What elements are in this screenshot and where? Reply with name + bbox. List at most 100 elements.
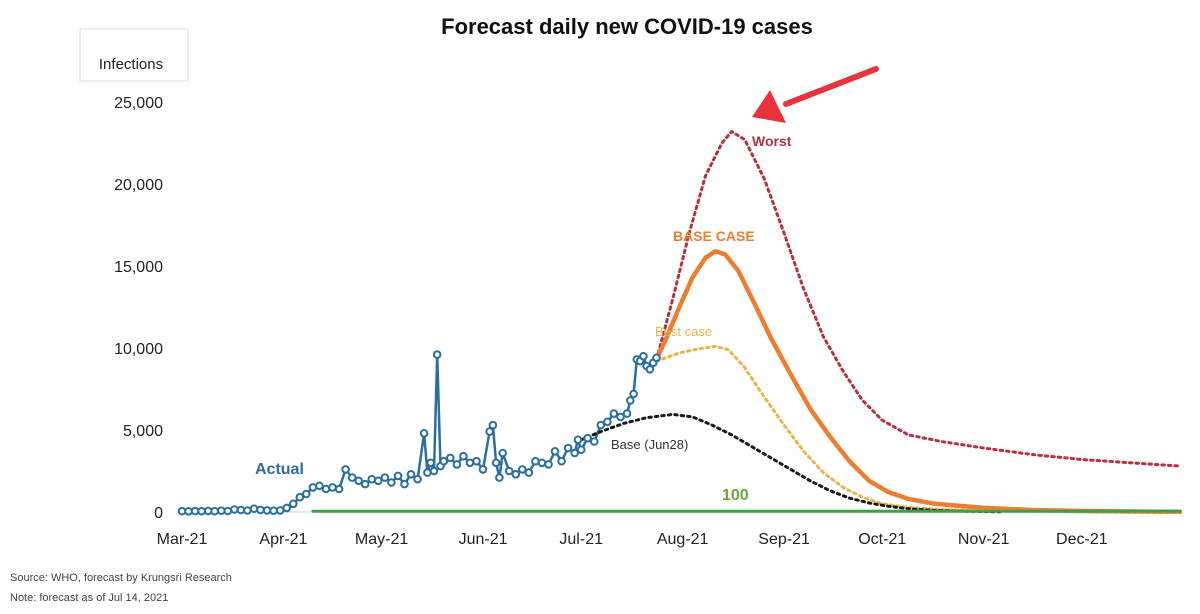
actual-point xyxy=(557,456,566,466)
actual-point xyxy=(446,453,455,463)
actual-point xyxy=(645,365,655,374)
x-tick-label: Dec-21 xyxy=(1056,531,1108,548)
actual-point xyxy=(315,481,324,491)
actual-point xyxy=(419,429,429,438)
y-tick-label: 0 xyxy=(154,505,163,522)
x-tick-label: Oct-21 xyxy=(858,531,906,548)
actual-point xyxy=(472,456,481,466)
actual-point xyxy=(570,448,580,458)
actual-point xyxy=(223,506,233,516)
actual-point xyxy=(184,507,193,516)
actual-point xyxy=(302,489,311,499)
actual-point xyxy=(413,474,422,484)
actual-point xyxy=(563,443,573,453)
actual-point xyxy=(400,479,409,489)
series-line-base-case xyxy=(654,248,1183,515)
actual-point xyxy=(432,350,442,359)
actual-point xyxy=(429,466,439,476)
actual-point xyxy=(504,466,514,476)
actual-point xyxy=(583,433,593,443)
actual-point xyxy=(626,396,635,405)
label-best-case: Best case xyxy=(655,324,712,339)
x-ticks: Mar-21 Apr-21 May-21 Jun-21 Jul-21 Aug-21 Sep-… xyxy=(157,531,1108,548)
x-tick-label: Jun-21 xyxy=(459,531,508,548)
series-layer xyxy=(181,130,1183,515)
actual-point xyxy=(289,499,298,509)
ylabel-box xyxy=(79,28,189,82)
label-100: 100 xyxy=(722,487,749,504)
actual-markers xyxy=(177,350,661,516)
actual-point xyxy=(406,470,416,479)
actual-point xyxy=(360,479,370,489)
y-tick-label: 5,000 xyxy=(123,423,163,440)
arrow-annotation xyxy=(752,66,879,123)
actual-point xyxy=(459,451,468,461)
actual-point xyxy=(639,351,648,361)
actual-point xyxy=(485,427,494,436)
series-line-worst xyxy=(655,130,1182,468)
x-tick-label: Sep-21 xyxy=(758,531,810,548)
label-base-case: BASE CASE xyxy=(673,228,755,244)
actual-point xyxy=(573,435,583,445)
arrow-shaft xyxy=(783,66,879,107)
actual-point xyxy=(488,420,498,430)
forecast-note: Note: forecast as of Jul 14, 2021 xyxy=(10,592,168,604)
actual-point xyxy=(537,458,547,468)
actual-point xyxy=(550,447,560,456)
actual-point xyxy=(393,471,403,481)
actual-point xyxy=(380,473,390,482)
y-axis-label: Infections xyxy=(99,56,163,73)
label-worst: Worst xyxy=(752,133,792,149)
actual-point xyxy=(498,448,508,458)
actual-point xyxy=(603,417,612,427)
x-tick-label: Mar-21 xyxy=(157,531,208,548)
actual-point xyxy=(652,353,661,363)
y-tick-label: 15,000 xyxy=(114,259,163,276)
actual-point xyxy=(622,409,632,418)
actual-point xyxy=(616,412,625,422)
actual-point xyxy=(609,409,619,418)
actual-point xyxy=(544,460,553,469)
actual-point xyxy=(511,470,521,479)
actual-point xyxy=(341,465,350,474)
x-tick-label: Jul-21 xyxy=(559,531,603,548)
actual-point xyxy=(282,503,292,513)
actual-point xyxy=(347,473,357,482)
source-note: Source: WHO, forecast by Krungsri Resear… xyxy=(10,572,232,584)
actual-point xyxy=(423,468,432,477)
actual-point xyxy=(495,473,504,482)
actual-point xyxy=(387,478,396,487)
actual-point xyxy=(478,465,488,474)
actual-point xyxy=(243,506,252,515)
series-line-base-jun28 xyxy=(579,412,1002,514)
chart-title: Forecast daily new COVID-19 cases xyxy=(441,14,813,39)
arrow-head-icon xyxy=(752,90,786,123)
actual-point xyxy=(452,460,462,469)
actual-point xyxy=(518,465,527,474)
y-tick-label: 10,000 xyxy=(114,341,163,358)
actual-point xyxy=(426,458,436,468)
actual-point xyxy=(596,420,606,430)
actual-point xyxy=(491,458,501,468)
y-ticks: 0 5,000 10,000 15,000 20,000 25,000 xyxy=(114,95,163,522)
actual-point xyxy=(334,484,344,494)
actual-point xyxy=(590,437,599,446)
actual-point xyxy=(354,476,364,486)
y-tick-label: 25,000 xyxy=(114,95,163,112)
actual-point xyxy=(269,506,278,516)
actual-point xyxy=(197,506,206,516)
label-actual: Actual xyxy=(255,461,304,478)
actual-point xyxy=(524,468,534,477)
actual-point xyxy=(465,458,475,468)
actual-point xyxy=(256,505,265,515)
y-tick-label: 20,000 xyxy=(114,177,163,194)
x-tick-label: Apr-21 xyxy=(259,531,307,548)
x-tick-label: May-21 xyxy=(355,531,408,548)
actual-point xyxy=(328,483,337,492)
actual-point xyxy=(629,389,638,399)
actual-point xyxy=(295,492,305,502)
actual-point xyxy=(439,456,449,466)
actual-point xyxy=(210,506,219,516)
actual-point xyxy=(374,476,383,486)
